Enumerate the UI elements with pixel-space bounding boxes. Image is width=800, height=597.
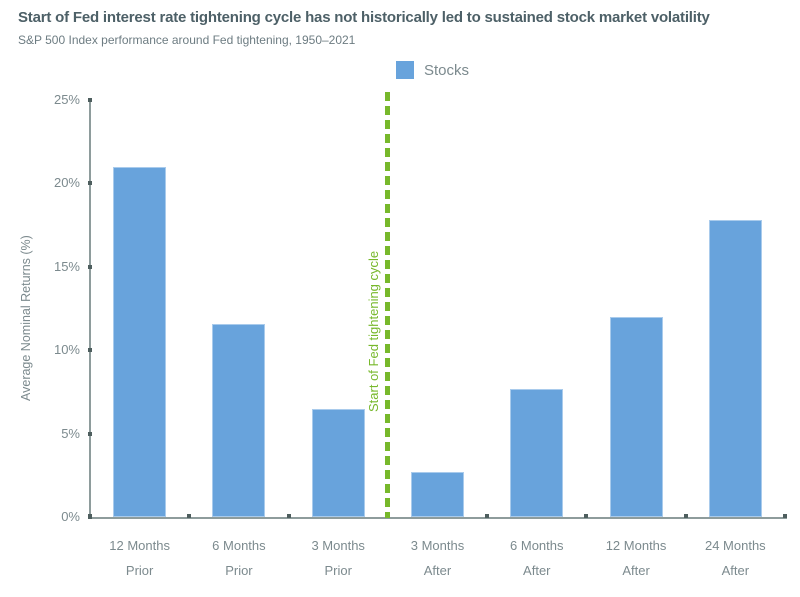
y-axis-tick-mark bbox=[88, 264, 92, 269]
y-axis-tick-label: 15% bbox=[53, 258, 80, 274]
legend-label-stocks: Stocks bbox=[424, 61, 470, 79]
x-axis-tick-mark bbox=[783, 514, 787, 518]
x-axis-line bbox=[88, 517, 787, 519]
chart-title: Start of Fed interest rate tightening cy… bbox=[18, 9, 710, 26]
y-axis-tick-label: 0% bbox=[61, 509, 80, 524]
fed-tightening-start-line bbox=[385, 92, 391, 518]
fed-tightening-annotation-label: Start of Fed tightening cycle bbox=[366, 250, 381, 412]
x-axis-tick-mark bbox=[584, 514, 589, 518]
x-axis-category-label: 6 Months Prior bbox=[212, 538, 266, 578]
x-axis-category-label: 12 Months After bbox=[605, 538, 667, 578]
bar-12-months-after bbox=[609, 316, 663, 517]
x-axis-category-label: 12 Months Prior bbox=[109, 538, 170, 578]
x-axis-category-label: 3 Months Prior bbox=[311, 538, 365, 578]
bar-6-months-after bbox=[510, 388, 564, 517]
y-axis-tick-mark bbox=[88, 431, 92, 436]
bar-6-months-prior bbox=[212, 323, 266, 517]
legend: Stocks bbox=[396, 61, 469, 79]
x-axis-category-label: 24 Months After bbox=[704, 538, 766, 578]
bar-3-months-after bbox=[411, 471, 464, 517]
y-axis-title: Average Nominal Returns (%) bbox=[19, 235, 33, 401]
y-axis-tick-label: 20% bbox=[53, 175, 80, 191]
x-axis-category-label: 6 Months After bbox=[510, 538, 564, 578]
x-axis-tick-mark bbox=[683, 514, 688, 518]
y-axis-tick-label: 5% bbox=[61, 425, 80, 441]
y-axis-tick-label: 25% bbox=[53, 92, 80, 107]
x-axis-tick-mark bbox=[187, 514, 192, 518]
y-axis-tick-mark bbox=[88, 98, 92, 102]
bar-24-months-after bbox=[708, 220, 762, 517]
y-axis-line bbox=[89, 99, 91, 519]
x-axis-category-label: 3 Months After bbox=[410, 538, 465, 578]
y-axis-tick-mark bbox=[88, 348, 92, 353]
bar-3-months-prior bbox=[311, 408, 365, 517]
x-axis-tick-mark bbox=[88, 514, 92, 518]
y-axis-tick-mark bbox=[88, 181, 92, 186]
y-axis-tick-label: 10% bbox=[53, 342, 80, 358]
chart-subtitle: S&P 500 Index performance around Fed tig… bbox=[18, 33, 356, 47]
stocks-legend-swatch-icon bbox=[396, 61, 414, 79]
bar-12-months-prior bbox=[113, 166, 167, 517]
x-axis-tick-mark bbox=[485, 514, 490, 518]
x-axis-tick-mark bbox=[286, 514, 291, 518]
